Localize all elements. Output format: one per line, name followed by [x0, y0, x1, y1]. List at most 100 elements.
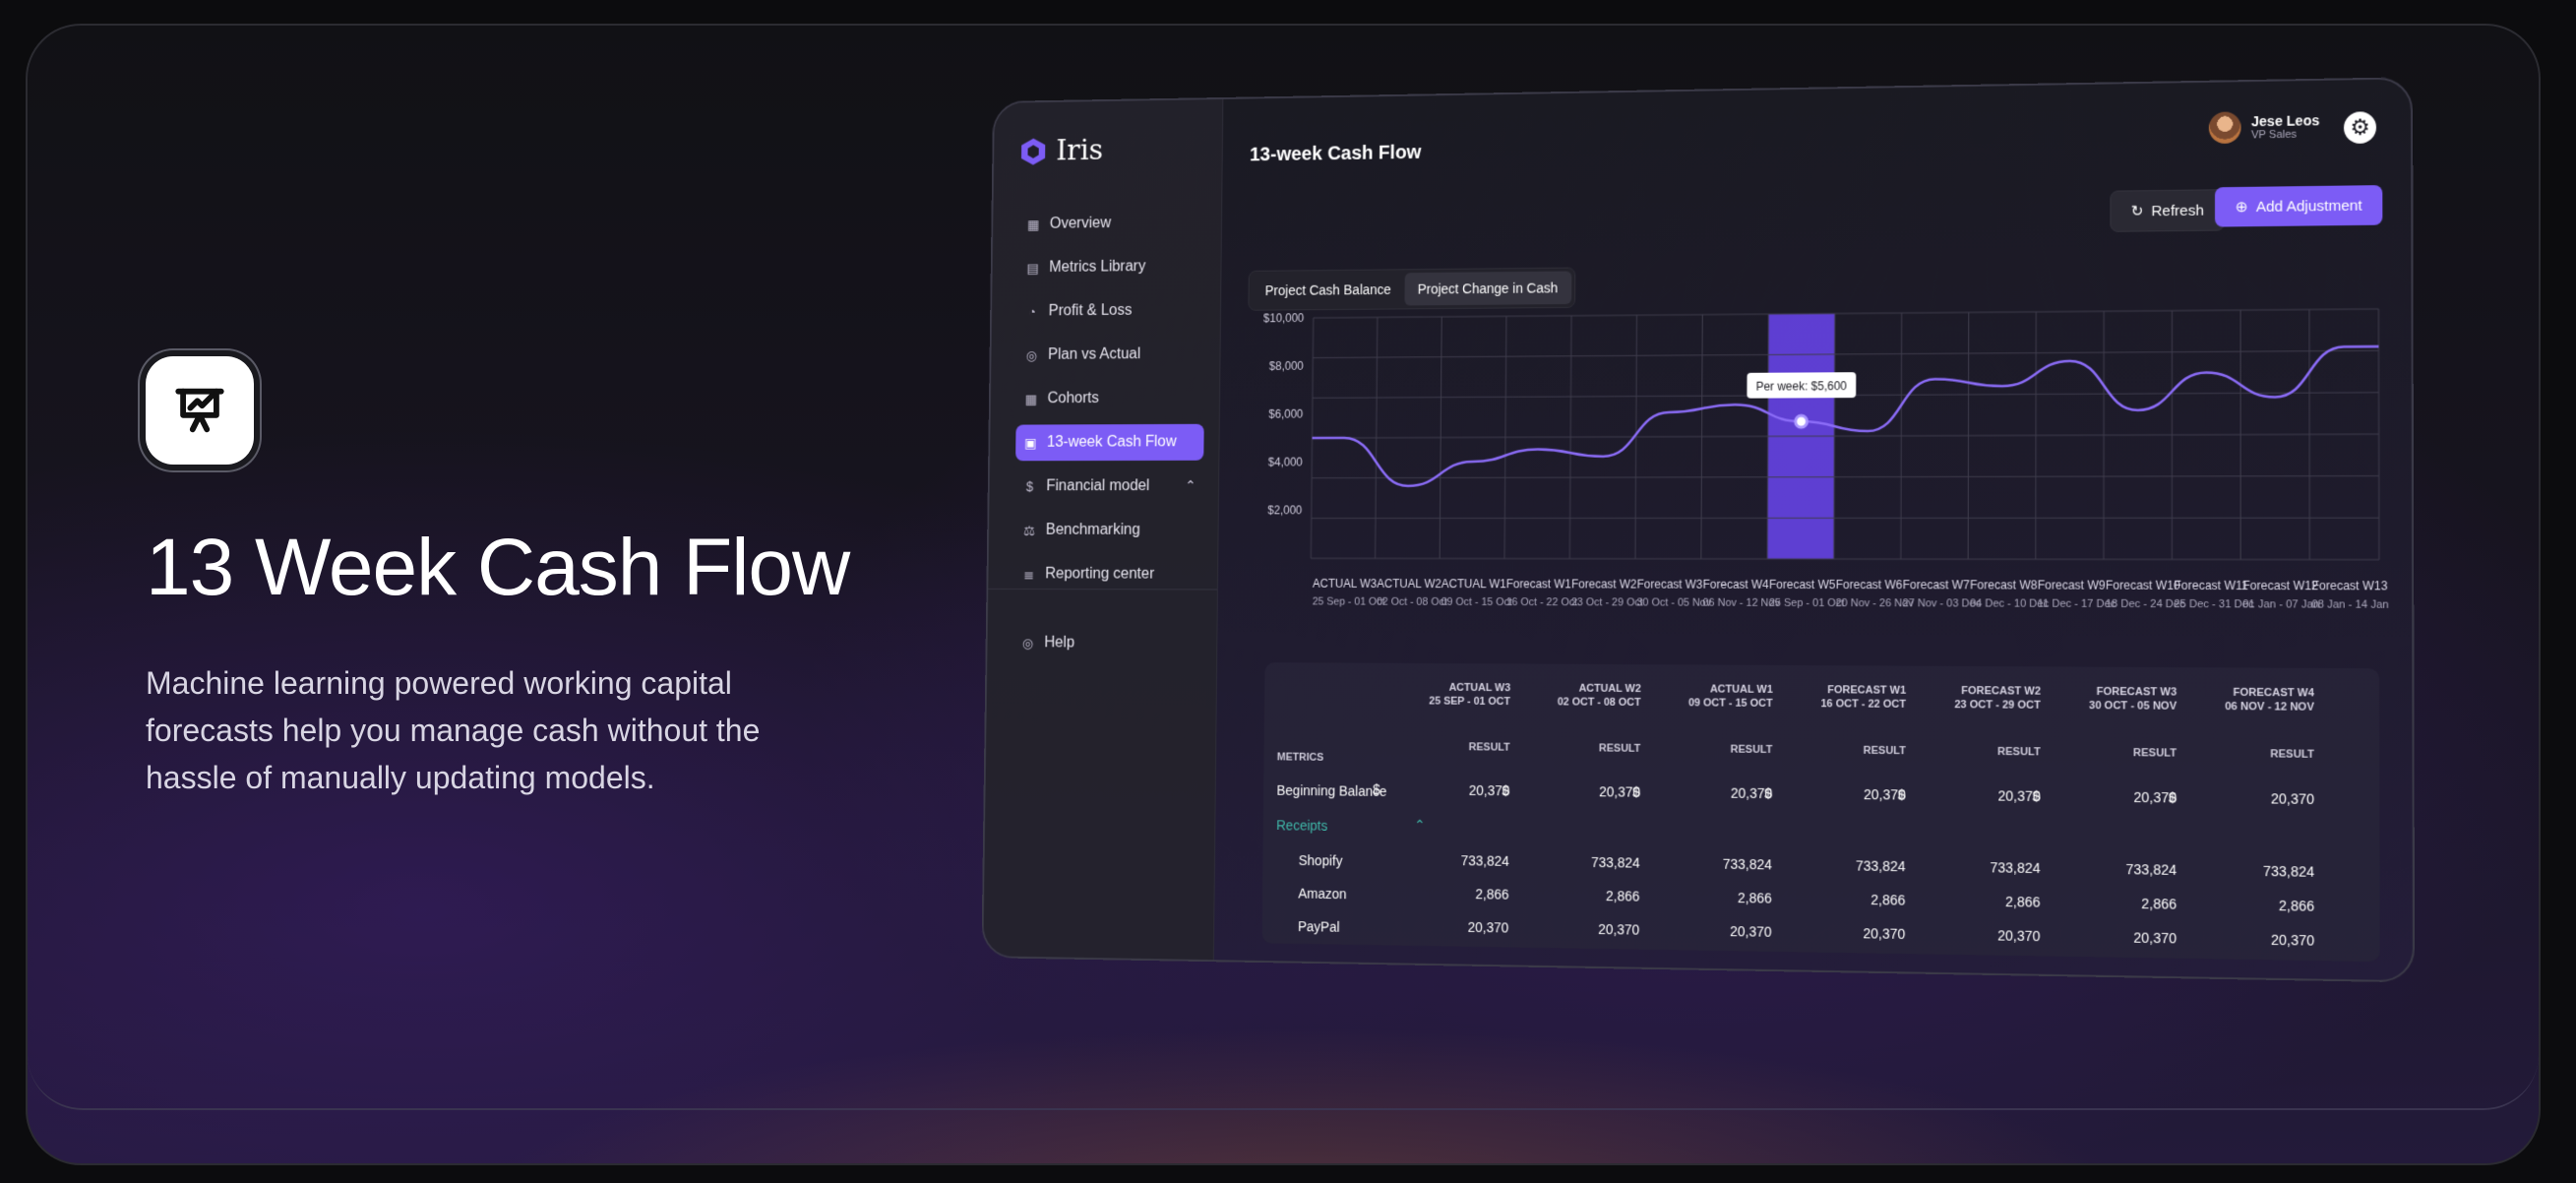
column-header-range: 06 NOV - 12 NOV	[2173, 700, 2314, 715]
column-header-name: FORECAST W1	[1769, 683, 1906, 698]
table-cell: 20,370	[1816, 924, 1905, 942]
column-header-range: 02 OCT - 08 OCT	[1506, 695, 1641, 710]
chevron-up-icon[interactable]: ⌃	[1414, 817, 1425, 834]
table-cell: 733,824	[1423, 852, 1508, 869]
x-tick-label: Forecast W7	[1903, 579, 1970, 592]
refresh-button[interactable]: ↻ Refresh	[2110, 189, 2225, 232]
sidebar-item-plan-vs-actual[interactable]: ◎ Plan vs Actual	[1016, 336, 1204, 373]
beginning-balance-value: 20,370	[1817, 786, 1906, 803]
table-cell: 20,370	[1950, 927, 2040, 945]
series-line	[1312, 346, 2379, 486]
grid-line-horizontal	[1313, 434, 2379, 438]
sidebar-item-reporting-center[interactable]: ≣ Reporting center	[1013, 556, 1202, 592]
currency-symbol: $	[1373, 781, 1380, 797]
x-tick-range: 25 Sep - 01 Oct	[1769, 597, 1844, 610]
x-tick-label: Forecast W3	[1637, 578, 1703, 591]
x-tick-range: 30 Oct - 05 Nov	[1637, 596, 1712, 608]
hero-description: Machine learning powered working capital…	[146, 659, 854, 801]
presentation-icon: ▣	[1023, 435, 1038, 451]
sidebar-item-metrics-library[interactable]: ▤ Metrics Library	[1017, 248, 1205, 286]
x-tick-label: Forecast W8	[1970, 579, 2038, 592]
tab-project-change-in-cash[interactable]: Project Change in Cash	[1404, 272, 1571, 306]
user-name: Jese Leos	[2251, 112, 2319, 129]
result-header: RESULT	[2107, 747, 2177, 760]
currency-symbol: $	[1898, 786, 1906, 802]
x-tick-label: Forecast W9	[2038, 579, 2106, 592]
sidebar-item-13-week-cash-flow[interactable]: ▣ 13-week Cash Flow	[1015, 424, 1204, 462]
beginning-balance-value: 20,370	[1554, 783, 1640, 800]
result-header: RESULT	[1704, 743, 1772, 756]
column-header-name: ACTUAL W1	[1637, 682, 1773, 697]
user-role: VP Sales	[2251, 128, 2319, 141]
x-tick-label: Forecast W12	[2242, 580, 2318, 593]
x-tick-label: Forecast W4	[1703, 579, 1770, 592]
sidebar-item-help[interactable]: ◎ Help	[1020, 635, 1074, 653]
grid-icon: ▦	[1026, 217, 1041, 232]
table-cell: 2,866	[1816, 891, 1905, 907]
y-tick-label: $2,000	[1267, 504, 1302, 517]
tooltip-text: Per week: $5,600	[1756, 380, 1848, 394]
avatar	[2209, 111, 2241, 144]
result-header: RESULT	[2243, 748, 2314, 761]
tab-project-cash-balance[interactable]: Project Cash Balance	[1252, 273, 1404, 307]
x-tick-label: Forecast W11	[2174, 579, 2248, 592]
hero-card: 13 Week Cash Flow Machine learning power…	[26, 24, 2541, 1165]
result-header: RESULT	[1971, 746, 2041, 759]
x-tick-label: ACTUAL W3	[1313, 578, 1377, 591]
column-header-name: FORECAST W3	[2037, 684, 2177, 699]
table-row-label: Amazon	[1298, 886, 1346, 903]
receipts-group-label: Receipts	[1276, 817, 1327, 833]
refresh-label: Refresh	[2151, 202, 2203, 219]
main-content: 13-week Cash Flow Jese Leos VP Sales ⚙ ↻…	[1213, 79, 2413, 980]
beginning-balance-value: 20,370	[1951, 787, 2041, 804]
sidebar-item-label: 13-week Cash Flow	[1047, 434, 1177, 452]
logo-text: Iris	[1056, 134, 1103, 167]
column-header: FORECAST W2 23 OCT - 29 OCT	[1902, 684, 2041, 713]
sidebar-item-label: Benchmarking	[1046, 522, 1140, 539]
currency-symbol: $	[1632, 784, 1640, 800]
plus-circle-icon: ⊕	[2236, 198, 2248, 216]
cash-flow-chart: $10,000 $8,000 $6,000 $4,000 $2,000 Per week:…	[1216, 294, 2415, 666]
table-cell: 2,866	[1553, 887, 1639, 903]
y-tick-label: $6,000	[1268, 408, 1303, 421]
chevron-up-icon[interactable]: ⌃	[1185, 477, 1196, 494]
result-header: RESULT	[1837, 745, 1906, 758]
sidebar-item-label: Cohorts	[1047, 390, 1099, 407]
grid-line-horizontal	[1311, 558, 2379, 559]
y-tick-label: $4,000	[1268, 456, 1303, 468]
table-cell: 20,370	[1684, 922, 1771, 939]
column-header-range: 25 SEP - 01 OCT	[1378, 694, 1510, 709]
beginning-balance-label: Beginning Balance	[1276, 782, 1386, 799]
sidebar-item-profit-loss[interactable]: ◔ Profit & Loss	[1017, 292, 1205, 330]
column-header-range: 30 OCT - 05 NOV	[2037, 699, 2177, 714]
refresh-icon: ↻	[2131, 202, 2144, 219]
table-cell: 20,370	[2223, 931, 2314, 949]
page-title: 13-week Cash Flow	[1250, 142, 1422, 166]
add-adjustment-button[interactable]: ⊕ Add Adjustment	[2215, 185, 2382, 227]
column-header: FORECAST W4 06 NOV - 12 NOV	[2173, 685, 2314, 714]
table-cell: 733,824	[2223, 862, 2314, 880]
dollar-icon: $	[1022, 479, 1037, 495]
sidebar-item-label: Financial model	[1046, 477, 1149, 495]
user-profile[interactable]: Jese Leos VP Sales	[2209, 110, 2319, 144]
table-cell: 733,824	[1951, 859, 2041, 876]
currency-symbol: $	[1502, 782, 1509, 798]
sidebar-item-label: Reporting center	[1045, 566, 1154, 584]
lifebuoy-icon: ◎	[1020, 636, 1035, 652]
sidebar-item-benchmarking[interactable]: ⚖ Benchmarking	[1014, 512, 1203, 548]
target-icon: ◎	[1024, 347, 1039, 363]
column-header-range: 16 OCT - 22 OCT	[1769, 697, 1906, 712]
sidebar-item-label: Profit & Loss	[1049, 302, 1133, 320]
result-header: RESULT	[1573, 742, 1641, 755]
beginning-balance-value: 20,370	[2086, 788, 2177, 805]
sidebar-item-cohorts[interactable]: ▦ Cohorts	[1016, 380, 1205, 417]
x-tick-label: Forecast W6	[1836, 579, 1903, 592]
sidebar: Iris ▦ Overview ▤ Metrics Library ◔ Profit & …	[983, 99, 1223, 960]
table-row-label: Shopify	[1299, 852, 1343, 868]
sidebar-item-financial-model[interactable]: $ Financial model ⌃	[1014, 468, 1203, 505]
x-tick-label: ACTUAL W1	[1441, 578, 1506, 591]
sidebar-item-overview[interactable]: ▦ Overview	[1018, 205, 1206, 243]
table-cell: 2,866	[1951, 893, 2041, 910]
table-cell: 2,866	[2086, 895, 2177, 912]
gear-icon[interactable]: ⚙	[2344, 111, 2376, 144]
